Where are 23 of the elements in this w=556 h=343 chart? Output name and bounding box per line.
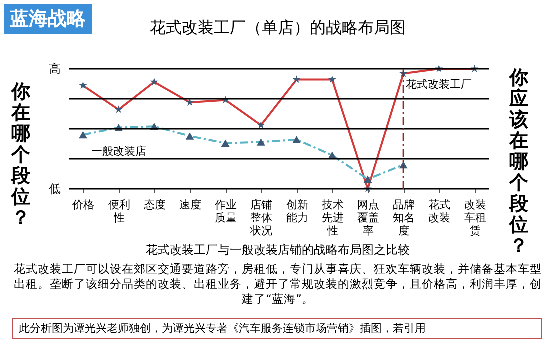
x-tick-label: 改装车租赁 xyxy=(464,198,486,238)
text: 花式改装工厂与一般改装店铺的战略布局图之比较 xyxy=(146,243,410,257)
text: 你在哪个段位？ xyxy=(10,81,32,229)
series-label: 一般改装店 xyxy=(91,144,146,158)
text: 此分析图为谭光兴老师独创，为谭光兴专著《汽车服务连锁市场营销》插图，若引用 xyxy=(12,318,542,339)
ref-line-label: 低 xyxy=(49,182,61,196)
x-tick-label: 便利性 xyxy=(108,198,130,224)
x-tick-label: 创新能力 xyxy=(286,198,308,224)
series-label: 花式改装工厂 xyxy=(406,78,472,91)
x-tick-label: 店铺整体状况 xyxy=(250,198,273,238)
x-tick-label: 作业质量 xyxy=(214,198,238,224)
x-tick-label: 网点覆盖率 xyxy=(357,198,380,238)
x-tick-label: 价格 xyxy=(72,198,95,212)
x-tick-label: 品牌知名度 xyxy=(393,198,416,238)
x-tick-label: 技术先进性 xyxy=(320,198,344,238)
x-tick-label: 速度 xyxy=(180,198,202,212)
x-tick-label: 态度 xyxy=(142,198,166,212)
x-tick-label: 花式改装 xyxy=(428,198,451,224)
ref-line-label: 高 xyxy=(49,62,61,76)
chart-title: 花式改装工厂（单店）的战略布局图 xyxy=(150,18,406,37)
text: 花式改装工厂可以设在郊区交通要道路旁，房租低，专门从事喜庆、狂欢车辆改装，并储备基本车型出租。垄断了该细分品类的改装、出租业务，避开了常规改装的激烈竞争，且价格高，利润丰厚，创建了“蓝海”。 xyxy=(14,262,542,307)
text: 蓝海战略 xyxy=(4,4,92,34)
text: 你应该在哪个段位？ xyxy=(510,67,528,257)
